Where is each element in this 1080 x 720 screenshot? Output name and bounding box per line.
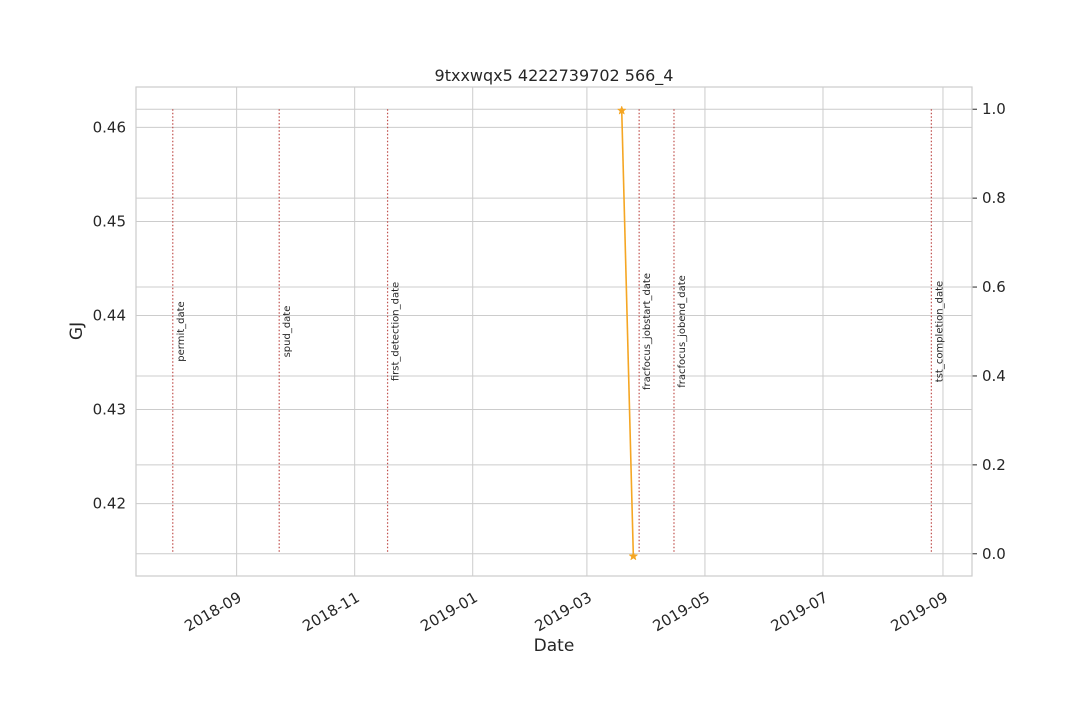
y-left-tick-label: 0.45 xyxy=(93,212,126,230)
event-markers: permit_date spud_date first_detection_date… xyxy=(172,109,945,554)
x-gridlines xyxy=(236,87,944,576)
x-axis-title: Date xyxy=(534,636,575,656)
event-label: spud_date xyxy=(282,306,293,358)
y-axis-title: GJ xyxy=(67,322,87,340)
y-right-tick-label: 0.0 xyxy=(982,545,1006,563)
x-tick-label: 2019-09 xyxy=(888,588,951,635)
plot-frame xyxy=(135,86,973,577)
event-label: first_detection_date xyxy=(391,282,402,381)
series-point xyxy=(628,551,639,561)
chart-title: 9txxwqx5 4222739702 566_4 xyxy=(435,66,674,86)
y-left-tick-labels: 0.42 0.43 0.44 0.45 0.46 xyxy=(93,118,126,512)
y-right-tick-label: 0.4 xyxy=(982,367,1006,385)
event-label: tst_completion_date xyxy=(934,281,945,382)
x-tick-label: 2018-09 xyxy=(181,588,244,635)
y-left-tick-label: 0.44 xyxy=(93,307,126,325)
event-label: permit_date xyxy=(176,301,187,361)
series-point xyxy=(616,105,627,115)
y-left-tick-label: 0.46 xyxy=(93,118,126,136)
y-left-tick-label: 0.42 xyxy=(93,495,126,513)
y-left-gridlines xyxy=(136,126,972,505)
x-tick-label: 2019-05 xyxy=(650,588,713,635)
x-tick-label: 2019-03 xyxy=(532,588,595,635)
y-right-tick-label: 0.6 xyxy=(982,278,1006,296)
series-line xyxy=(620,110,635,557)
x-tick-label: 2019-07 xyxy=(768,588,831,635)
y-left-tick-label: 0.43 xyxy=(93,401,126,419)
event-label: fracfocus_jobend_date xyxy=(677,275,688,388)
y-right-gridlines xyxy=(136,108,977,555)
series-group xyxy=(616,105,639,561)
x-tick-labels: 2018-09 2018-11 2019-01 2019-03 2019-05 2019-… xyxy=(181,588,951,635)
event-label: fracfocus_jobstart_date xyxy=(642,273,653,390)
x-tick-label: 2018-11 xyxy=(299,588,362,635)
y-right-tick-label: 0.8 xyxy=(982,189,1006,207)
x-tick-label: 2019-01 xyxy=(417,588,480,635)
plot-background xyxy=(136,87,972,576)
y-right-tick-labels: 0.0 0.2 0.4 0.6 0.8 1.0 xyxy=(982,100,1006,563)
y-right-tick-label: 1.0 xyxy=(982,100,1006,118)
y-right-tick-label: 0.2 xyxy=(982,456,1006,474)
